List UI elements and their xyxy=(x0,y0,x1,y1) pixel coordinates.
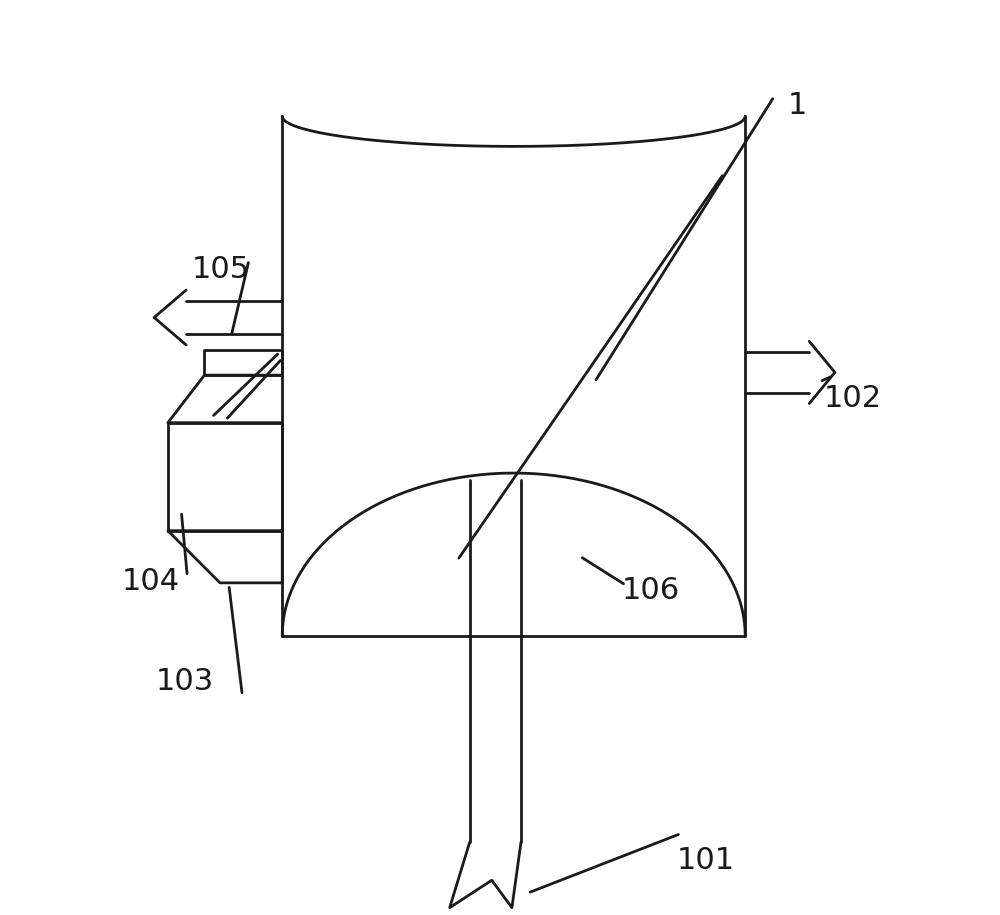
Text: 102: 102 xyxy=(823,383,881,413)
Text: 101: 101 xyxy=(677,845,735,875)
Text: 104: 104 xyxy=(121,566,180,596)
Text: 1: 1 xyxy=(788,91,807,120)
Text: 105: 105 xyxy=(192,255,250,285)
Text: 106: 106 xyxy=(622,576,680,605)
Text: 103: 103 xyxy=(155,667,213,696)
